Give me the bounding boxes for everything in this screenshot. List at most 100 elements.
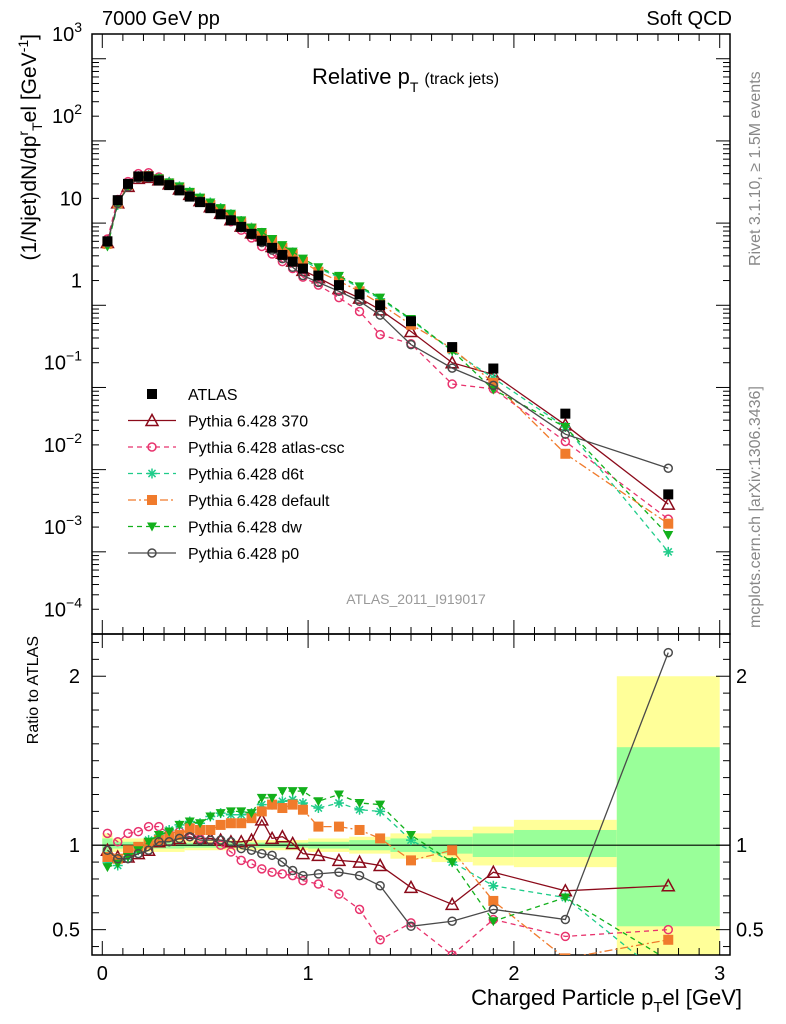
series-dw [102, 171, 674, 541]
data-point [256, 235, 267, 246]
data-point [225, 215, 236, 226]
y-tick-label: 10−4 [44, 594, 82, 621]
ratio-point [246, 859, 257, 869]
data-point [663, 463, 674, 473]
ratio-point [488, 904, 499, 915]
ratio-point [333, 790, 344, 800]
ratio-point [447, 950, 457, 955]
ratio-point [102, 863, 113, 873]
ratio-point [406, 921, 416, 932]
ratio-point [236, 807, 247, 817]
legend-item-370: Pythia 6.428 370 [128, 412, 308, 431]
ratio-point [174, 820, 185, 830]
ratio-point [123, 845, 134, 856]
beam-label: 7000 GeV pp [102, 8, 220, 30]
ratio-point [297, 804, 308, 815]
legend-marker [147, 495, 157, 505]
ratio-point [403, 879, 419, 894]
data-point [236, 221, 247, 232]
ratio-point [488, 895, 499, 906]
ratio-point [354, 824, 365, 835]
ratio-tick-label-right: 0.5 [736, 920, 764, 942]
x-tick-label: 1 [303, 963, 314, 985]
ratio-point [195, 819, 206, 829]
ratio-point [277, 803, 288, 814]
ratio-point [195, 835, 205, 845]
data-point [277, 241, 288, 251]
ratio-tick-label-left: 2 [69, 666, 80, 688]
legend-item-dw: Pythia 6.428 dw [128, 520, 302, 537]
ratio-point [264, 830, 280, 845]
y-tick-label: 102 [52, 101, 82, 128]
ratio-point [447, 916, 457, 926]
ratio-point [133, 848, 144, 859]
ratio-point [246, 845, 257, 856]
ratio-point [185, 831, 195, 842]
legend-marker [147, 548, 157, 558]
ratio-point [663, 647, 674, 658]
data-point [375, 293, 386, 303]
data-point [375, 329, 385, 340]
ratio-point [663, 975, 673, 985]
data-point [267, 235, 278, 245]
ratio-point [488, 917, 499, 927]
data-point [663, 489, 674, 500]
ratio-point [560, 931, 571, 942]
data-point [560, 423, 571, 433]
ratio-point [277, 857, 288, 867]
ratio-point [215, 809, 226, 819]
data-point [184, 191, 195, 202]
category-label: Soft QCD [646, 8, 732, 30]
ratio-point [486, 864, 501, 878]
ratio-point [154, 837, 164, 847]
ratio-tick-label-right: 2 [736, 666, 747, 688]
ratio-point [184, 823, 195, 834]
ratio-point [267, 793, 278, 803]
data-point [447, 379, 457, 389]
series-ATLAS [102, 171, 674, 500]
x-axis-label: Charged Particle pTel [GeV] [471, 985, 742, 1016]
data-point [267, 242, 278, 253]
ratio-point [215, 819, 226, 830]
ratio-point [298, 870, 308, 881]
ratio-tick-label-right: 1 [736, 835, 747, 857]
ratio-point [195, 824, 206, 835]
ratio-point [313, 869, 324, 879]
ratio-point [153, 831, 164, 841]
uncertainty-band-green-9 [616, 747, 720, 927]
ratio-point [295, 846, 311, 860]
ratio-point [663, 934, 674, 945]
ratio-point [313, 879, 324, 889]
ratio-point [297, 787, 308, 797]
data-point [354, 289, 365, 300]
ratio-point [123, 828, 133, 839]
ratio-point [560, 914, 571, 925]
data-point [354, 282, 365, 292]
ratio-point [256, 806, 267, 817]
ratio-point [236, 843, 246, 854]
ratio-point [102, 852, 113, 863]
ratio-series-dw [102, 787, 673, 965]
ratio-point [333, 821, 344, 832]
ratio-point [143, 837, 154, 847]
ratio-point [184, 817, 195, 827]
ratio-point [153, 835, 164, 846]
ratio-point [225, 807, 236, 817]
ratio-point [257, 864, 267, 874]
data-point [447, 342, 458, 353]
ratio-point [254, 812, 270, 826]
data-point [334, 292, 344, 303]
ratio-point [133, 826, 144, 837]
ratio-series-p0 [102, 647, 674, 932]
ratio-point [285, 835, 300, 850]
data-point [174, 185, 185, 196]
ratio-point [375, 800, 386, 810]
ratio-point [256, 793, 267, 803]
ratio-point [354, 870, 365, 881]
legend-marker [147, 389, 157, 399]
ratio-point [298, 875, 308, 886]
ratio-point [112, 837, 123, 847]
legend-label: ATLAS [188, 387, 238, 404]
ratio-point [663, 956, 673, 965]
